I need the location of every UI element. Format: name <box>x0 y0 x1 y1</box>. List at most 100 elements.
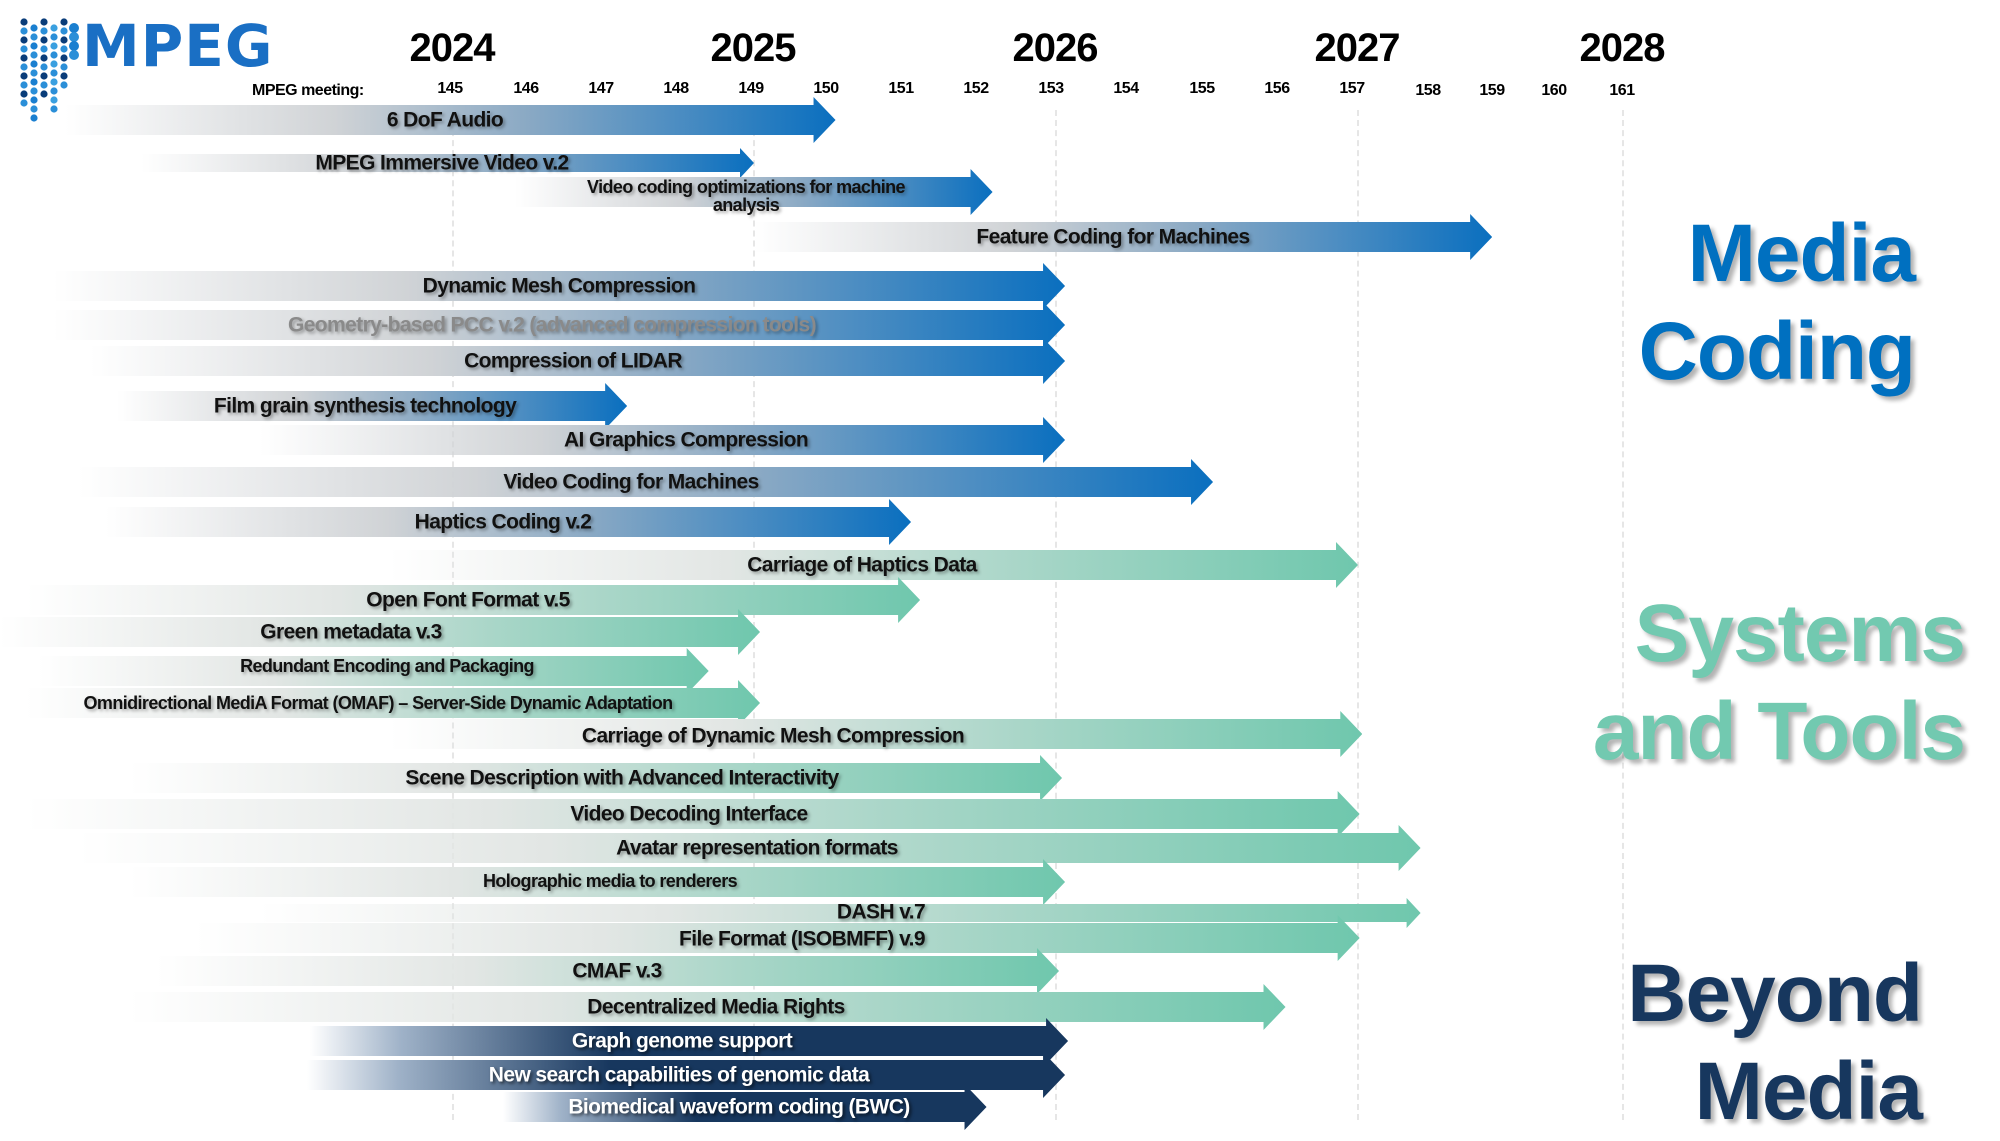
mpeg-logo <box>10 12 90 127</box>
timeline-bar-label: MPEG Immersive Video v.2 <box>315 151 569 175</box>
logo-dot <box>30 87 38 95</box>
meeting-label: 153 <box>1038 80 1064 97</box>
logo-dot <box>69 23 79 33</box>
logo-dot <box>30 42 38 50</box>
meeting-label: 157 <box>1339 80 1365 97</box>
logo-dot <box>20 27 28 35</box>
logo-dot <box>60 36 68 44</box>
meeting-label: 146 <box>513 80 539 97</box>
logo-dot <box>40 45 48 53</box>
logo-dot <box>20 36 28 44</box>
logo-dot <box>69 41 79 51</box>
meeting-label: 154 <box>1113 80 1139 97</box>
logo-dot <box>30 24 38 32</box>
logo-text: MPEG <box>82 12 274 80</box>
logo-dot <box>30 51 38 59</box>
timeline-bar-label: Avatar representation formats <box>616 836 898 860</box>
year-label: 2028 <box>1579 26 1666 70</box>
meeting-label: 161 <box>1609 82 1635 99</box>
year-label: 2027 <box>1314 26 1401 70</box>
meeting-label: 147 <box>588 80 614 97</box>
logo-dot <box>30 105 38 113</box>
timeline-bar-label: Film grain synthesis technology <box>213 394 517 418</box>
timeline-bar-label: Haptics Coding v.2 <box>414 510 592 534</box>
logo-dot <box>60 63 68 71</box>
timeline-bar-label: Video Coding for Machines <box>503 470 759 494</box>
logo-dot <box>50 105 58 113</box>
timeline-bar-label: AI Graphics Compression <box>563 428 809 452</box>
year-label: 2025 <box>710 26 797 70</box>
logo-dot <box>60 72 68 80</box>
logo-dot <box>40 18 48 26</box>
timeline-bar-label: CMAF v.3 <box>572 959 662 983</box>
heading-beyond-media: Beyond Media <box>1627 948 1923 1137</box>
logo-dot <box>40 36 48 44</box>
logo-dot <box>69 50 79 60</box>
logo-dot <box>30 96 38 104</box>
logo-dot <box>30 114 38 122</box>
logo-dot <box>60 81 68 89</box>
logo-dot <box>40 90 48 98</box>
timeline-bar-label: Open Font Format v.5 <box>366 588 570 612</box>
logo-dot <box>20 54 28 62</box>
logo-dot <box>20 18 28 26</box>
logo-dot <box>30 69 38 77</box>
year-gridline <box>1622 110 1624 1120</box>
timeline-bar-label: Dynamic Mesh Compression <box>422 274 696 298</box>
year-gridline <box>1055 110 1057 1120</box>
logo-dot <box>60 18 68 26</box>
logo-dot <box>50 51 58 59</box>
meeting-label: 145 <box>437 80 463 97</box>
year-gridline <box>1357 110 1359 1120</box>
meeting-label: 159 <box>1479 82 1505 99</box>
logo-dot <box>30 33 38 41</box>
timeline-bar-label: New search capabilities of genomic data <box>488 1063 870 1087</box>
timeline-bar-label: DASH v.7 <box>836 900 926 924</box>
timeline-bar-label: Biomedical waveform coding (BWC) <box>568 1095 910 1119</box>
logo-dot <box>40 54 48 62</box>
heading-media-coding: Media Coding <box>1638 208 1916 397</box>
logo-dot <box>50 60 58 68</box>
logo-dot <box>30 78 38 86</box>
meeting-label: 158 <box>1415 82 1441 99</box>
timeline-bar-label: Green metadata v.3 <box>260 620 442 644</box>
timeline-bar-label: Feature Coding for Machines <box>976 225 1250 249</box>
meeting-label: 149 <box>738 80 764 97</box>
timeline-bar-label: File Format (ISOBMFF) v.9 <box>679 927 926 951</box>
logo-dot <box>40 72 48 80</box>
logo-dot <box>20 72 28 80</box>
heading-systems-tools: Systems and Tools <box>1592 588 1966 777</box>
logo-dot <box>50 96 58 104</box>
meeting-label: 150 <box>813 80 839 97</box>
logo-dot <box>30 60 38 68</box>
meeting-label: 155 <box>1189 80 1215 97</box>
timeline-bar-label: Carriage of Haptics Data <box>747 553 977 577</box>
timeline-bar-label: Redundant Encoding and Packaging <box>240 656 534 677</box>
meeting-axis-label: MPEG meeting: <box>252 82 364 99</box>
year-label: 2026 <box>1012 26 1099 70</box>
timeline-bar-label: Scene Description with Advanced Interact… <box>405 766 839 790</box>
logo-dot <box>60 54 68 62</box>
logo-dot <box>20 90 28 98</box>
timeline-bar-label: Graph genome support <box>571 1029 793 1053</box>
meeting-label: 148 <box>663 80 689 97</box>
logo-dot <box>40 27 48 35</box>
logo-dot <box>20 81 28 89</box>
meeting-label: 156 <box>1264 80 1290 97</box>
logo-dot <box>20 99 28 107</box>
logo-dot <box>20 63 28 71</box>
timeline-bar-label: Decentralized Media Rights <box>587 995 845 1019</box>
timeline-bar-label: Carriage of Dynamic Mesh Compression <box>581 724 965 748</box>
timeline-bar-label: Omnidirectional MediA Format (OMAF) – Se… <box>83 693 674 713</box>
logo-dot <box>40 81 48 89</box>
timeline-bar-label: Geometry-based PCC v.2 (advanced compres… <box>287 313 817 337</box>
mpeg-dots-logo-icon <box>20 18 79 122</box>
logo-dot <box>50 69 58 77</box>
timeline-bar-label: Holographic media to renderers <box>482 871 738 892</box>
meeting-label: 152 <box>963 80 989 97</box>
logo-dot <box>40 63 48 71</box>
year-label: 2024 <box>409 26 496 70</box>
timeline-bar-label: Video coding optimizations for machine a… <box>587 177 906 215</box>
logo-dot <box>60 27 68 35</box>
logo-dot <box>50 78 58 86</box>
